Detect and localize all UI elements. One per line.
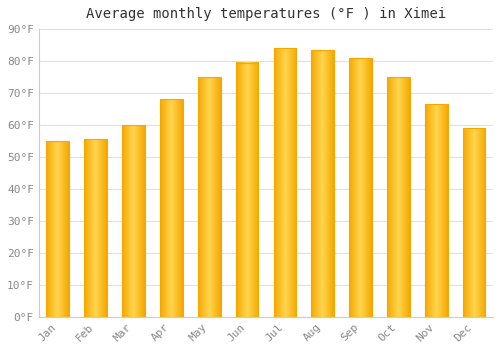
- Title: Average monthly temperatures (°F ) in Ximei: Average monthly temperatures (°F ) in Xi…: [86, 7, 446, 21]
